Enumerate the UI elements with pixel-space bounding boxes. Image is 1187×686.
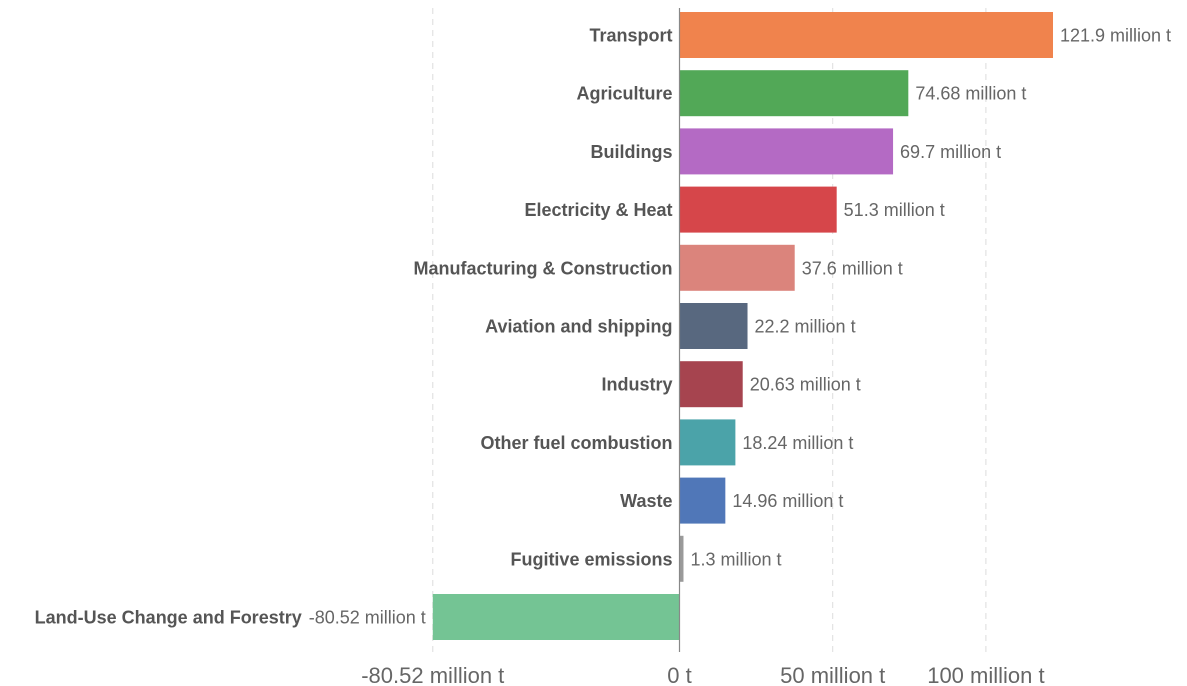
bar[interactable] — [679, 186, 837, 233]
category-label: Manufacturing & Construction — [414, 258, 673, 278]
value-labels: 121.9 million t 74.68 million t 69.7 milli… — [309, 26, 1171, 628]
bar-value-label: 20.63 million t — [750, 375, 861, 395]
category-label: Other fuel combustion — [480, 433, 672, 453]
bar-value-label: 18.24 million t — [742, 433, 853, 453]
bar[interactable] — [679, 419, 736, 466]
bar-value-label: 37.6 million t — [802, 258, 903, 278]
bar[interactable] — [679, 128, 894, 175]
bar-value-label: 121.9 million t — [1060, 26, 1171, 46]
x-tick-label: 0 t — [667, 663, 691, 686]
bar[interactable] — [679, 12, 1054, 58]
bar-value-label: 74.68 million t — [915, 84, 1026, 104]
grid-layer — [432, 8, 987, 652]
bar-value-label: -80.52 million t — [309, 608, 426, 628]
bar-value-label: 22.2 million t — [755, 317, 856, 337]
x-tick-label: 100 million t — [927, 663, 1044, 686]
bar[interactable] — [679, 477, 726, 524]
bar-value-label: 51.3 million t — [844, 200, 945, 220]
category-label: Agriculture — [576, 84, 672, 104]
category-label: Industry — [601, 375, 672, 395]
bars-layer — [432, 12, 1054, 640]
x-axis-tick-labels: -80.52 million t 0 t 50 million t 100 milli… — [361, 663, 1044, 686]
bar[interactable] — [679, 361, 743, 408]
bar[interactable] — [432, 594, 680, 640]
category-label: Buildings — [591, 142, 673, 162]
bar[interactable] — [679, 70, 909, 117]
category-label: Fugitive emissions — [510, 549, 672, 569]
bar-value-label: 69.7 million t — [900, 142, 1001, 162]
category-label: Waste — [620, 491, 672, 511]
x-tick-label: 50 million t — [780, 663, 885, 686]
category-labels: Transport Agriculture Buildings Electricity… — [35, 26, 673, 628]
category-label: Transport — [589, 26, 672, 46]
category-label: Aviation and shipping — [485, 317, 672, 337]
category-label: Electricity & Heat — [524, 200, 672, 220]
bar-value-label: 1.3 million t — [690, 549, 781, 569]
bar[interactable] — [679, 244, 795, 291]
bar[interactable] — [679, 303, 748, 349]
bar-value-label: 14.96 million t — [732, 491, 843, 511]
x-tick-label: -80.52 million t — [361, 663, 504, 686]
bar[interactable] — [679, 535, 684, 582]
category-label: Land-Use Change and Forestry — [35, 608, 302, 628]
